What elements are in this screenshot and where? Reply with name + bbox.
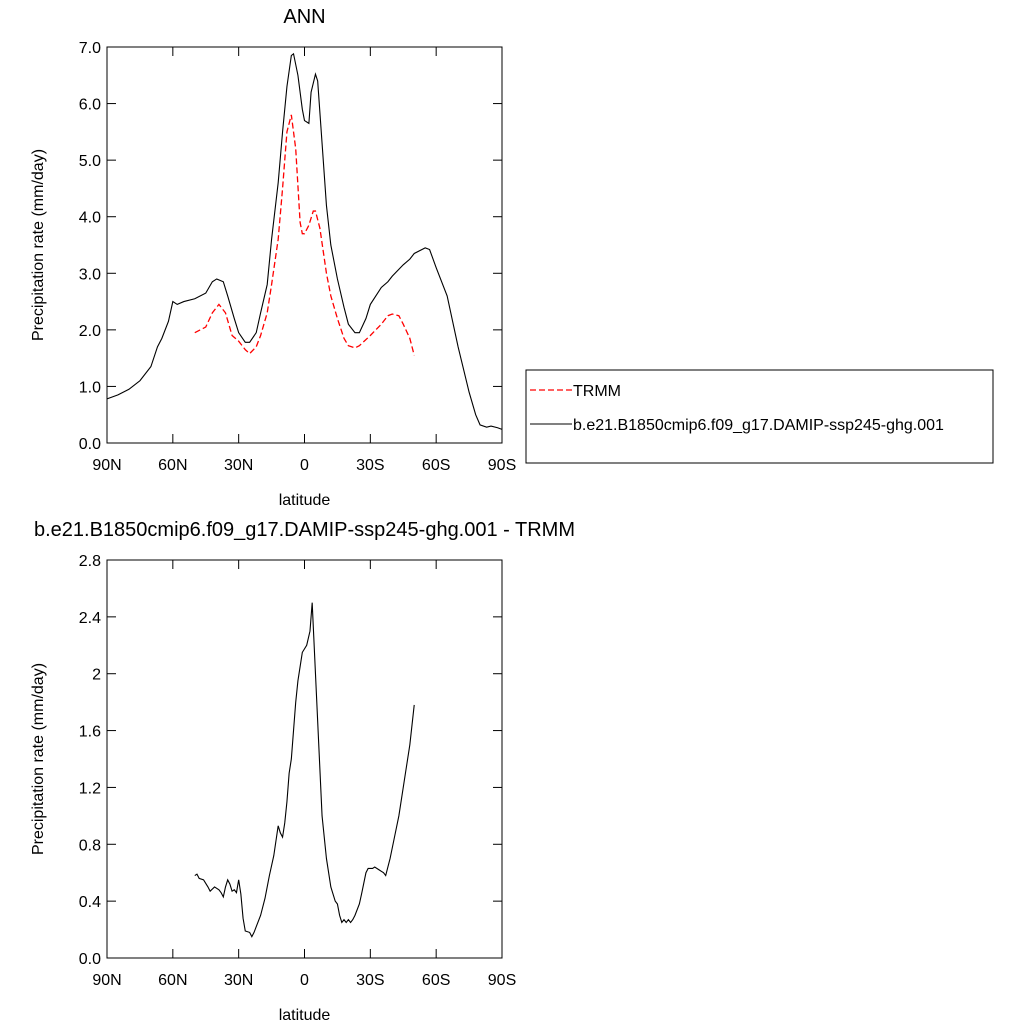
y-tick-label: 3.0 [79, 266, 101, 283]
x-tick-label: 60N [158, 457, 187, 474]
x-axis-label: latitude [279, 1007, 331, 1024]
y-tick-label: 0.8 [79, 837, 101, 854]
plot-frame [106, 46, 503, 444]
x-tick-label: 60S [422, 972, 450, 989]
data-line [194, 114, 415, 356]
data-line [106, 52, 503, 430]
y-tick-label: 2.4 [79, 610, 101, 627]
y-tick-label: 1.2 [79, 780, 101, 797]
x-tick-label: 60N [158, 972, 187, 989]
y-tick-label: 2 [92, 667, 101, 684]
legend-label: b.e21.B1850cmip6.f09_g17.DAMIP-ssp245-gh… [573, 417, 944, 434]
x-tick-label: 90S [488, 972, 516, 989]
x-tick-label: 60S [422, 457, 450, 474]
x-tick-label: 30S [356, 972, 384, 989]
y-tick-label: 4.0 [79, 210, 101, 227]
legend-label: TRMM [573, 383, 621, 400]
x-tick-label: 90N [92, 457, 121, 474]
y-tick-label: 7.0 [79, 40, 101, 57]
y-tick-label: 0.4 [79, 894, 101, 911]
y-axis-label: Precipitation rate (mm/day) [30, 149, 47, 341]
chart-title: b.e21.B1850cmip6.f09_g17.DAMIP-ssp245-gh… [34, 519, 575, 541]
x-tick-label: 0 [300, 972, 309, 989]
x-tick-label: 30N [224, 457, 253, 474]
legend-box [525, 369, 994, 464]
y-tick-label: 5.0 [79, 153, 101, 170]
y-axis-label: Precipitation rate (mm/day) [30, 663, 47, 855]
x-tick-label: 30N [224, 972, 253, 989]
y-tick-label: 6.0 [79, 97, 101, 114]
x-axis-label: latitude [279, 492, 331, 509]
y-tick-label: 1.6 [79, 724, 101, 741]
x-tick-label: 90N [92, 972, 121, 989]
x-tick-label: 30S [356, 457, 384, 474]
y-tick-label: 2.8 [79, 553, 101, 570]
x-tick-label: 0 [300, 457, 309, 474]
plot-frame [106, 559, 503, 959]
x-tick-label: 90S [488, 457, 516, 474]
y-tick-label: 1.0 [79, 379, 101, 396]
y-tick-label: 2.0 [79, 323, 101, 340]
y-tick-label: 0.0 [79, 951, 101, 968]
data-line [194, 602, 415, 938]
y-tick-label: 0.0 [79, 436, 101, 453]
chart-title: ANN [283, 6, 325, 28]
